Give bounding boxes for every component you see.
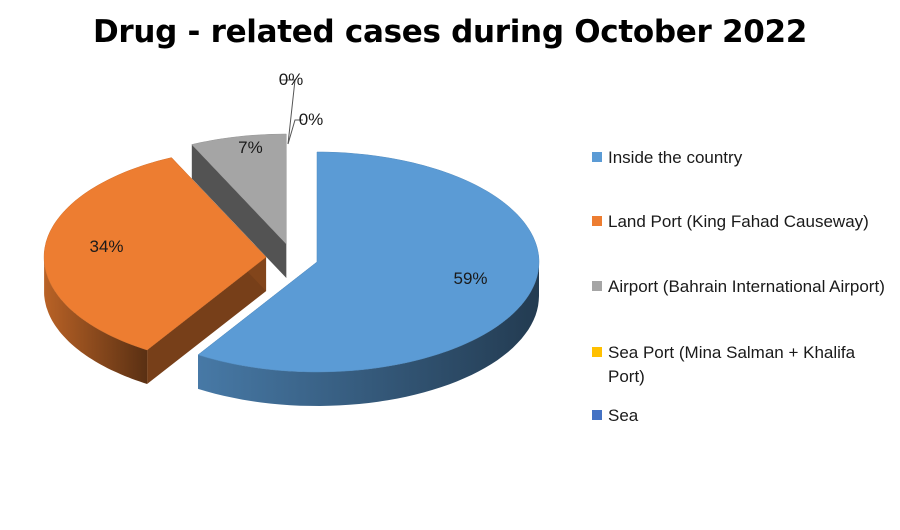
leader-line-sea-port-mina-salman-khalifa-port [287, 119, 303, 145]
slice-land-port-king-fahad-causeway [43, 157, 267, 351]
slice-side-inside-the-country [198, 262, 539, 406]
slice-wall-airport-bahrain-international-airport [191, 144, 287, 279]
legend-swatch [592, 216, 602, 226]
data-label-airport-bahrain-international-airport: 7% [238, 138, 263, 157]
legend-item-land-port: Land Port (King Fahad Causeway) [592, 210, 869, 234]
slice-side-land-port-king-fahad-causeway [44, 257, 148, 384]
legend-label: Sea Port (Mina Salman + Khalifa Port) [608, 343, 856, 386]
legend-label: Sea [608, 406, 639, 425]
slice-inside-the-country [197, 151, 540, 373]
data-label-land-port-king-fahad-causeway: 34% [89, 237, 123, 256]
legend-label: Land Port (King Fahad Causeway) [608, 212, 869, 231]
legend-swatch [592, 281, 602, 291]
data-label-sea: 0% [279, 70, 304, 89]
legend-swatch [592, 410, 602, 420]
legend-item-inside-country: Inside the country [592, 146, 742, 170]
data-label-sea-port-mina-salman-khalifa-port: 0% [299, 110, 324, 129]
chart-title: Drug - related cases during October 2022 [92, 14, 808, 50]
legend-swatch [592, 152, 602, 162]
slice-airport-bahrain-international-airport [191, 133, 287, 245]
leader-line-sea [281, 79, 296, 145]
slice-wall-land-port-king-fahad-causeway [147, 257, 267, 384]
legend-swatch [592, 347, 602, 357]
legend-item-airport: Airport (Bahrain International Airport) [592, 275, 885, 299]
legend-item-sea: Sea [592, 404, 638, 428]
legend-label: Inside the country [608, 148, 743, 167]
legend-label: Airport (Bahrain International Airport) [608, 277, 885, 296]
legend-item-sea-port: Sea Port (Mina Salman + Khalifa Port) [592, 341, 892, 389]
data-label-inside-the-country: 59% [453, 269, 487, 288]
